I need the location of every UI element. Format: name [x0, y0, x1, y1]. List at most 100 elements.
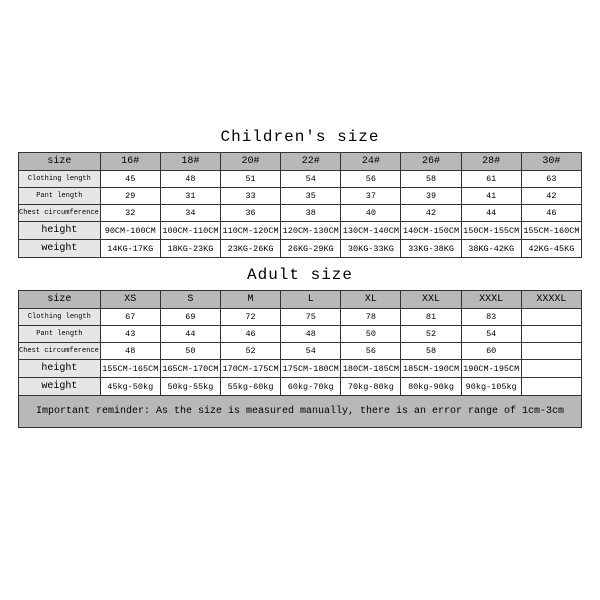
header-size: L — [281, 291, 341, 309]
data-cell: 45kg-50kg — [100, 378, 160, 396]
row-label: weight — [19, 240, 101, 258]
data-cell: 14KG-17KG — [100, 240, 160, 258]
data-cell: 75 — [281, 309, 341, 326]
data-cell: 72 — [220, 309, 280, 326]
data-cell: 150CM-155CM — [461, 222, 521, 240]
data-cell: 110CM-120CM — [220, 222, 280, 240]
header-size: 26# — [401, 153, 461, 171]
header-size: XXL — [401, 291, 461, 309]
data-cell: 42 — [401, 205, 461, 222]
adult-title: Adult size — [18, 258, 582, 290]
table-row: height155CM-165CM165CM-170CM170CM-175CM1… — [19, 360, 582, 378]
data-cell: 140CM-150CM — [401, 222, 461, 240]
header-size: 18# — [160, 153, 220, 171]
data-cell: 34 — [160, 205, 220, 222]
data-cell: 50 — [160, 343, 220, 360]
data-cell: 90CM-100CM — [100, 222, 160, 240]
table-header-row: sizeXSSMLXLXXLXXXLXXXXL — [19, 291, 582, 309]
data-cell: 32 — [100, 205, 160, 222]
data-cell: 80kg-90kg — [401, 378, 461, 396]
header-size: XXXL — [461, 291, 521, 309]
header-size: 22# — [281, 153, 341, 171]
data-cell: 56 — [341, 171, 401, 188]
header-label: size — [19, 291, 101, 309]
data-cell: 35 — [281, 188, 341, 205]
data-cell: 38KG-42KG — [461, 240, 521, 258]
data-cell: 54 — [281, 171, 341, 188]
data-cell — [521, 309, 581, 326]
header-size: 28# — [461, 153, 521, 171]
data-cell: 46 — [220, 326, 280, 343]
data-cell: 48 — [281, 326, 341, 343]
table-row: weight45kg-50kg50kg-55kg55kg-60kg60kg-70… — [19, 378, 582, 396]
data-cell: 50 — [341, 326, 401, 343]
row-label: Chest circumference 1/2 — [19, 343, 101, 360]
data-cell: 33 — [220, 188, 280, 205]
adult-table: sizeXSSMLXLXXLXXXLXXXXLClothing length67… — [18, 290, 582, 396]
data-cell: 180CM-185CM — [341, 360, 401, 378]
header-size: XL — [341, 291, 401, 309]
data-cell — [521, 378, 581, 396]
header-size: S — [160, 291, 220, 309]
table-header-row: size16#18#20#22#24#26#28#30# — [19, 153, 582, 171]
header-size: 16# — [100, 153, 160, 171]
data-cell: 52 — [220, 343, 280, 360]
data-cell: 60 — [461, 343, 521, 360]
data-cell: 42 — [521, 188, 581, 205]
data-cell: 63 — [521, 171, 581, 188]
data-cell: 175CM-180CM — [281, 360, 341, 378]
data-cell: 58 — [401, 171, 461, 188]
data-cell: 42KG-45KG — [521, 240, 581, 258]
data-cell — [521, 360, 581, 378]
data-cell: 30KG-33KG — [341, 240, 401, 258]
adult-tbody: sizeXSSMLXLXXLXXXLXXXXLClothing length67… — [19, 291, 582, 396]
data-cell: 69 — [160, 309, 220, 326]
row-label: Pant length — [19, 326, 101, 343]
data-cell: 36 — [220, 205, 280, 222]
data-cell: 90kg-105kg — [461, 378, 521, 396]
data-cell: 44 — [461, 205, 521, 222]
table-row: Clothing length4548515456586163 — [19, 171, 582, 188]
row-label: height — [19, 360, 101, 378]
header-size: XS — [100, 291, 160, 309]
data-cell: 81 — [401, 309, 461, 326]
header-size: XXXXL — [521, 291, 581, 309]
data-cell: 67 — [100, 309, 160, 326]
children-table: size16#18#20#22#24#26#28#30#Clothing len… — [18, 152, 582, 258]
data-cell: 18KG-23KG — [160, 240, 220, 258]
data-cell: 70kg-80kg — [341, 378, 401, 396]
data-cell: 33KG-38KG — [401, 240, 461, 258]
data-cell: 39 — [401, 188, 461, 205]
header-size: 24# — [341, 153, 401, 171]
data-cell: 130CM-140CM — [341, 222, 401, 240]
data-cell — [521, 326, 581, 343]
data-cell: 78 — [341, 309, 401, 326]
data-cell: 55kg-60kg — [220, 378, 280, 396]
data-cell: 60kg-70kg — [281, 378, 341, 396]
data-cell: 48 — [160, 171, 220, 188]
header-label: size — [19, 153, 101, 171]
data-cell — [521, 343, 581, 360]
data-cell: 56 — [341, 343, 401, 360]
data-cell: 120CM-130CM — [281, 222, 341, 240]
data-cell: 52 — [401, 326, 461, 343]
data-cell: 41 — [461, 188, 521, 205]
row-label: Pant length — [19, 188, 101, 205]
header-size: M — [220, 291, 280, 309]
data-cell: 165CM-170CM — [160, 360, 220, 378]
data-cell: 44 — [160, 326, 220, 343]
data-cell: 170CM-175CM — [220, 360, 280, 378]
data-cell: 155CM-165CM — [100, 360, 160, 378]
data-cell: 40 — [341, 205, 401, 222]
tables-stack: Children's size size16#18#20#22#24#26#28… — [18, 120, 582, 428]
children-tbody: size16#18#20#22#24#26#28#30#Clothing len… — [19, 153, 582, 258]
children-title: Children's size — [18, 120, 582, 152]
table-row: Pant length2931333537394142 — [19, 188, 582, 205]
data-cell: 46 — [521, 205, 581, 222]
table-row: Chest circumference 1/248505254565860 — [19, 343, 582, 360]
row-label: Clothing length — [19, 171, 101, 188]
data-cell: 185CM-190CM — [401, 360, 461, 378]
data-cell: 190CM-195CM — [461, 360, 521, 378]
data-cell: 50kg-55kg — [160, 378, 220, 396]
header-size: 30# — [521, 153, 581, 171]
